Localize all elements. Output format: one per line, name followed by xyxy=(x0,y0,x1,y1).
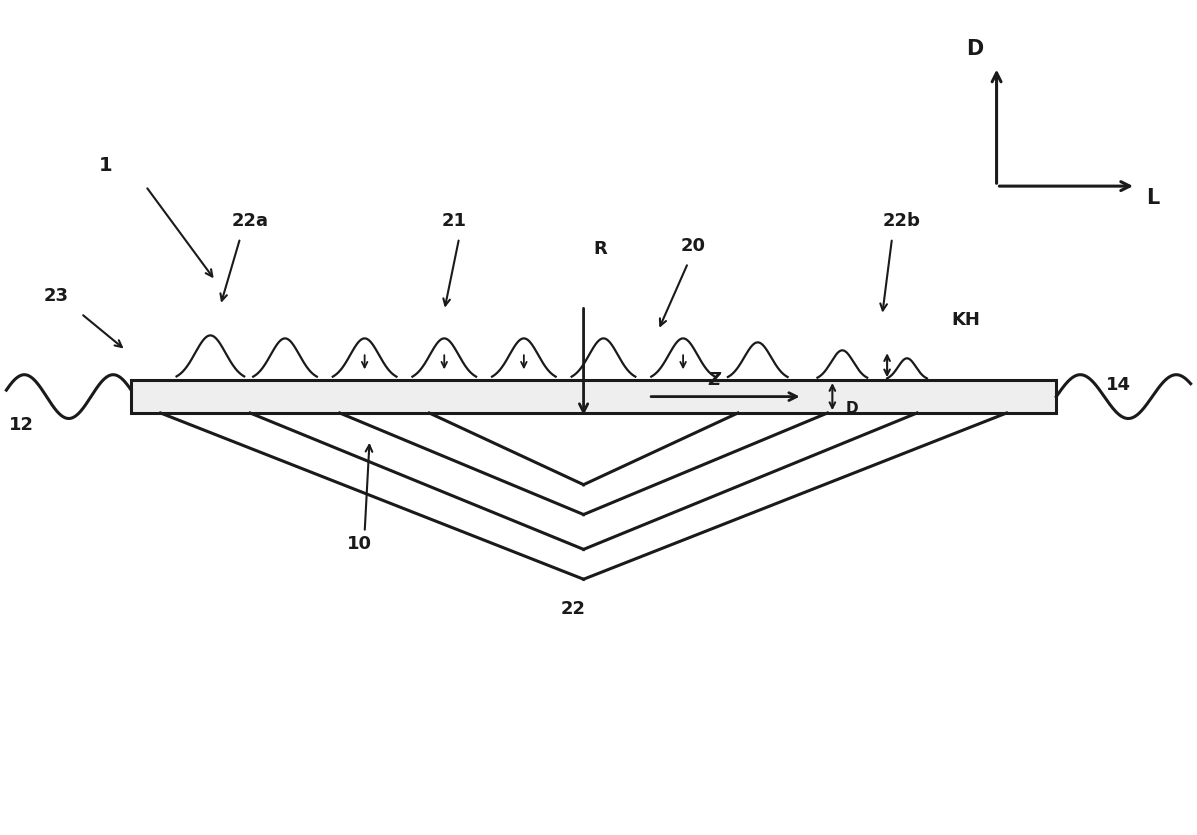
Text: 14: 14 xyxy=(1106,376,1131,394)
Text: 21: 21 xyxy=(442,212,467,230)
Bar xyxy=(130,380,1056,413)
Text: 20: 20 xyxy=(681,237,705,255)
Text: 23: 23 xyxy=(43,286,68,305)
Text: D: D xyxy=(966,38,983,58)
Text: 12: 12 xyxy=(10,416,35,434)
Text: L: L xyxy=(1146,188,1159,208)
Text: 22a: 22a xyxy=(232,212,268,230)
Text: 22: 22 xyxy=(561,600,587,618)
Text: Z: Z xyxy=(707,371,719,389)
Text: 10: 10 xyxy=(347,535,372,554)
Text: R: R xyxy=(594,240,607,258)
Text: KH: KH xyxy=(952,311,980,330)
Text: 1: 1 xyxy=(99,156,113,175)
Text: D: D xyxy=(845,401,858,416)
Text: 22b: 22b xyxy=(883,212,920,230)
